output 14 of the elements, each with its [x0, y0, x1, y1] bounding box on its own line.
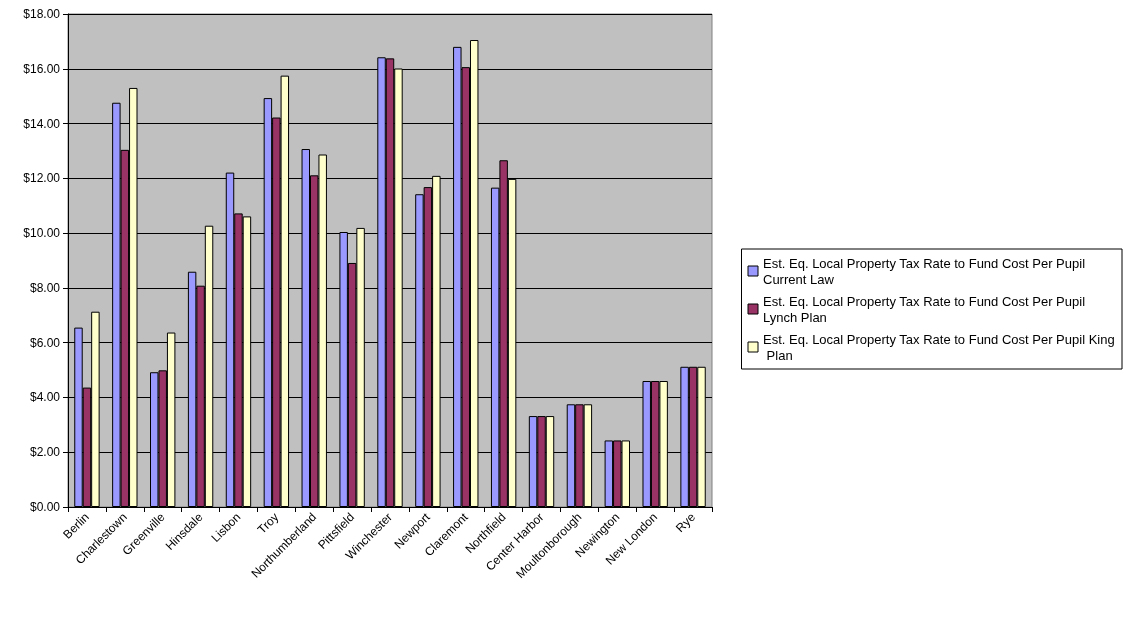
y-tick-label: $10.00: [23, 226, 61, 241]
y-tick-label: $8.00: [29, 280, 61, 295]
y-tick-label: $0.00: [29, 500, 61, 514]
y-tick-label: $14.00: [23, 116, 61, 131]
y-tick-label: $16.00: [23, 61, 61, 76]
legend-label: Est. Eq. Local Property Tax Rate to Fund Cost Per Pupil Current Law: [763, 255, 1089, 287]
y-tick-label: $18.00: [23, 7, 61, 21]
y-tick-label: $2.00: [29, 445, 61, 460]
legend-label: Est. Eq. Local Property Tax Rate to Fund Cost Per Pupil King Plan: [763, 331, 1115, 363]
y-tick-label: $12.00: [23, 171, 61, 186]
y-tick-label: $6.00: [29, 335, 61, 350]
legend-label: Est. Eq. Local Property Tax Rate to Fund Cost Per Pupil Lynch Plan: [763, 293, 1089, 325]
x-tick-label: Rye: [673, 509, 699, 536]
y-tick-label: $4.00: [29, 390, 61, 405]
